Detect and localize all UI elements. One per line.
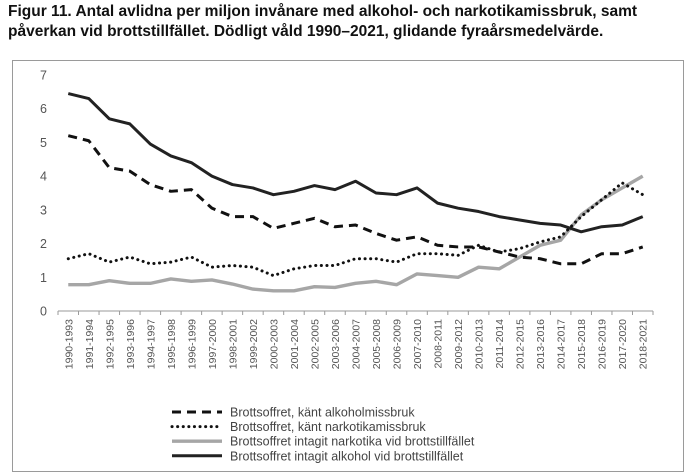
- series-line-4: [67, 92, 644, 234]
- x-tick-label: 1999-2002: [248, 319, 260, 369]
- x-tick-label: 1995-1998: [166, 319, 178, 369]
- x-tick-label: 2015-2018: [576, 319, 588, 369]
- x-tick-label: 2011-2014: [494, 319, 506, 369]
- legend: Brottsoffret, känt alkoholmissbrukBrotts…: [170, 406, 475, 463]
- x-tick-label: 2004-2007: [351, 319, 363, 369]
- x-tick-label: 1991-1994: [84, 319, 96, 369]
- x-tick-label: 2014-2017: [556, 319, 568, 369]
- x-tick-label: 2003-2006: [330, 319, 342, 369]
- y-tick-label: 5: [40, 136, 47, 150]
- x-tick-label: 2007-2010: [412, 319, 424, 369]
- series-line-3: [68, 174, 644, 293]
- x-tick-label: 1998-2001: [227, 319, 239, 369]
- x-tick-label: 2000-2003: [268, 319, 280, 369]
- x-tick-label: 1992-1995: [104, 319, 116, 369]
- legend-label: Brottsoffret, känt alkoholmissbruk: [230, 406, 415, 420]
- chart-frame: [12, 60, 684, 472]
- legend-label: Brottsoffret intagit narkotika vid brott…: [230, 435, 475, 449]
- x-tick-label: 2018-2021: [638, 319, 650, 369]
- y-tick-label: 7: [40, 69, 47, 83]
- x-tick-label: 1994-1997: [145, 319, 157, 369]
- y-tick-label: 6: [40, 102, 47, 116]
- x-tick-label: 1997-2000: [207, 319, 219, 369]
- x-tick-label: 2013-2016: [535, 319, 547, 369]
- x-tick-label: 2017-2020: [617, 319, 629, 369]
- legend-label: Brottsoffret, känt narkotikamissbruk: [230, 420, 426, 434]
- x-tick-label: 1996-1999: [186, 319, 198, 369]
- x-tick-label: 2008-2011: [433, 319, 445, 369]
- y-tick-label: 0: [40, 305, 47, 319]
- x-tick-label: 2009-2012: [453, 319, 465, 369]
- y-tick-label: 4: [40, 170, 47, 184]
- x-tick-label: 2001-2004: [289, 319, 301, 369]
- chart-title: Figur 11. Antal avlidna per miljon invån…: [8, 2, 698, 42]
- chart-title-line-2: påverkan vid brottstillfället. Dödligt v…: [8, 23, 604, 40]
- y-tick-label: 3: [40, 203, 47, 217]
- x-tick-label: 2005-2008: [371, 319, 383, 369]
- x-tick-label: 2010-2013: [474, 319, 486, 369]
- x-axis: 1990-1993 1991-1994 1992-1995 1993-1996 1994…: [57, 310, 654, 369]
- series-line-2: [66, 181, 645, 278]
- chart-title-line-1: Figur 11. Antal avlidna per miljon invån…: [8, 3, 638, 20]
- x-tick-label: 1993-1996: [125, 319, 137, 369]
- y-axis: 0 1 2 3 4 5 6 7: [40, 69, 47, 319]
- x-tick-label: 2012-2015: [515, 319, 527, 369]
- x-tick-label: 2016-2019: [597, 319, 609, 369]
- legend-label: Brottsoffret intagit alkohol vid brottst…: [230, 449, 464, 463]
- x-tick-label: 2006-2009: [392, 319, 404, 369]
- y-tick-label: 1: [40, 271, 47, 285]
- x-tick-label: 1990-1993: [63, 319, 75, 369]
- series-layer: [66, 92, 645, 293]
- y-tick-label: 2: [40, 237, 47, 251]
- series-line-1: [67, 134, 644, 266]
- x-tick-label: 2002-2005: [309, 319, 321, 369]
